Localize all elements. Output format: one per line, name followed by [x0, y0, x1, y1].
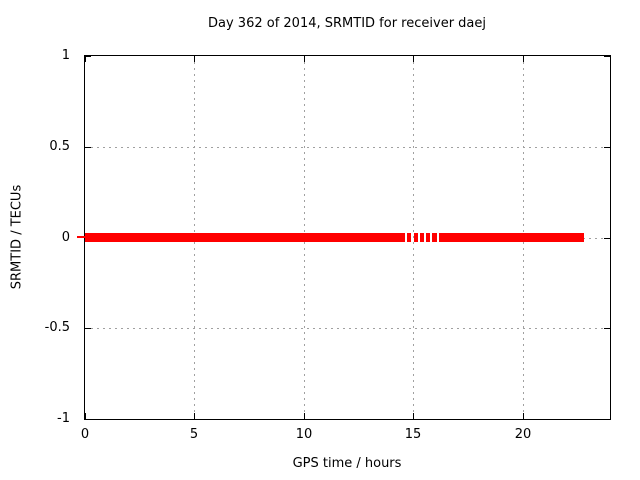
x-tick-mark-top	[194, 56, 195, 62]
data-segment-5	[432, 233, 438, 242]
y-tick-mark-left	[85, 56, 91, 57]
x-tick-label-20: 20	[514, 427, 532, 442]
y-tick-mark-left	[85, 328, 91, 329]
gridline-y-0.5	[85, 147, 610, 148]
chart-title: Day 362 of 2014, SRMTID for receiver dae…	[208, 16, 486, 31]
x-tick-mark-top	[304, 56, 305, 62]
x-tick-mark-bottom	[413, 413, 414, 419]
data-segment-0	[85, 233, 406, 242]
gridline-y--0.5	[85, 328, 610, 329]
y-tick-mark-left	[85, 147, 91, 148]
y-tick-mark-right	[604, 328, 610, 329]
data-left-edge-stub	[77, 236, 85, 238]
x-tick-mark-bottom	[194, 413, 195, 419]
y-tick-label--1: -1	[57, 411, 70, 427]
x-tick-mark-bottom	[85, 413, 86, 419]
x-tick-label-5: 5	[189, 427, 199, 442]
x-tick-mark-top	[413, 56, 414, 62]
y-tick-label--0.5: -0.5	[44, 320, 70, 336]
data-segment-4	[426, 233, 431, 242]
x-tick-label-10: 10	[295, 427, 313, 442]
x-axis-title: GPS time / hours	[292, 456, 402, 471]
y-axis-title: SRMTID / TECUs	[9, 184, 25, 290]
y-tick-mark-left	[85, 419, 91, 420]
x-tick-mark-bottom	[523, 413, 524, 419]
data-segment-1	[407, 233, 412, 242]
data-segment-2	[413, 233, 419, 242]
x-tick-mark-top	[85, 56, 86, 62]
gridline-x-15	[413, 56, 414, 419]
y-tick-label-0.5: 0.5	[49, 139, 70, 155]
y-tick-mark-right	[604, 147, 610, 148]
x-tick-label-0: 0	[80, 427, 90, 442]
x-tick-mark-top	[523, 56, 524, 62]
plot-area	[84, 55, 611, 420]
y-tick-label-0: 0	[61, 230, 70, 246]
data-segment-6	[439, 233, 584, 242]
y-tick-mark-right	[604, 56, 610, 57]
data-segment-3	[420, 233, 425, 242]
x-tick-mark-bottom	[304, 413, 305, 419]
y-tick-mark-right	[604, 238, 610, 239]
y-tick-mark-right	[604, 419, 610, 420]
x-tick-label-15: 15	[404, 427, 422, 442]
y-tick-label-1: 1	[61, 48, 70, 64]
